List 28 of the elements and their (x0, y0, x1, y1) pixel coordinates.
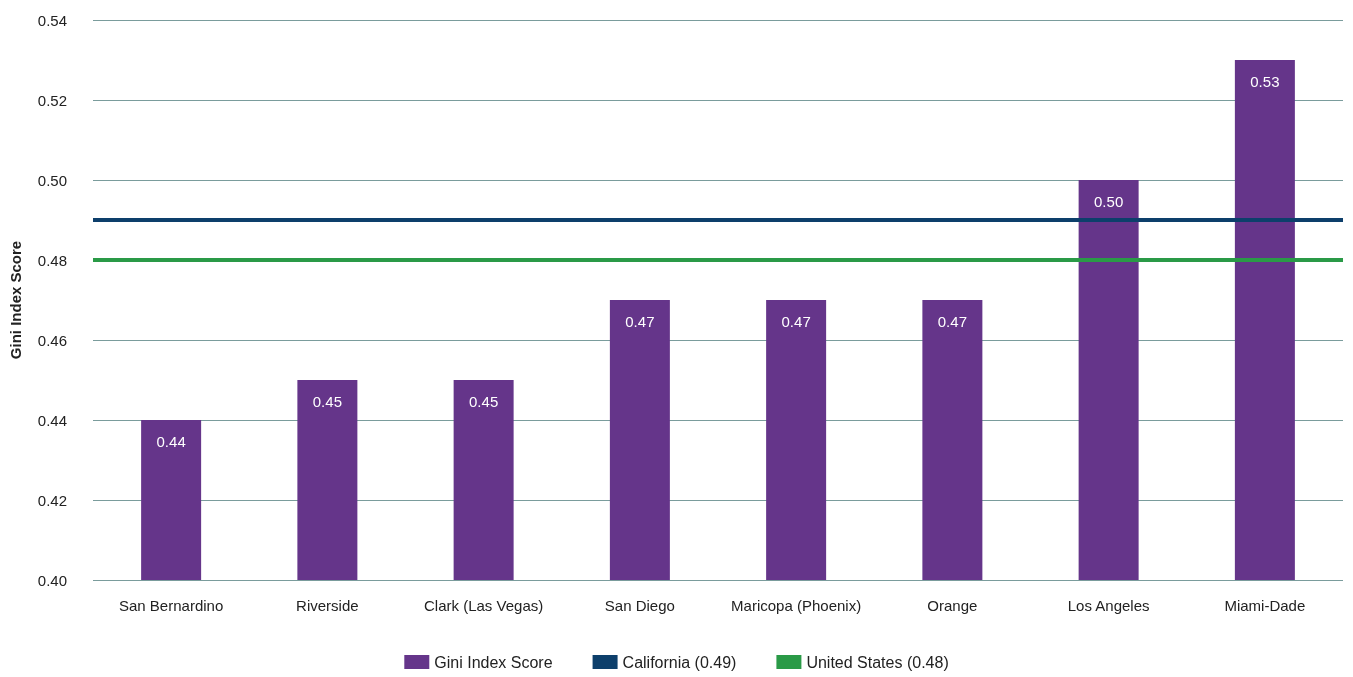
y-axis-title: Gini Index Score (7, 240, 24, 360)
y-tick-label: 0.50 (37, 171, 67, 189)
x-tick-label: San Diego (604, 597, 675, 614)
x-tick-label: Maricopa (Phoenix) (731, 597, 862, 614)
data-label: 0.53 (1250, 73, 1280, 90)
y-tick-label: 0.48 (37, 251, 67, 269)
data-label: 0.47 (937, 313, 967, 330)
x-tick-label: Clark (Las Vegas) (424, 597, 544, 614)
x-tick-label: Riverside (296, 597, 359, 614)
legend-label: California (0.49) (622, 653, 737, 671)
y-tick-label: 0.46 (37, 331, 67, 349)
data-label: 0.45 (312, 393, 342, 410)
x-tick-label: Los Angeles (1067, 597, 1150, 614)
y-tick-label: 0.42 (37, 491, 67, 509)
y-tick-label: 0.40 (37, 571, 67, 589)
data-label: 0.47 (625, 313, 655, 330)
data-label: 0.50 (1094, 193, 1124, 210)
data-label: 0.47 (781, 313, 811, 330)
x-tick-label: San Bernardino (119, 597, 224, 614)
y-tick-label: 0.44 (37, 411, 67, 429)
x-tick-label: Orange (927, 597, 978, 614)
legend-label: United States (0.48) (806, 653, 949, 671)
data-label: 0.45 (469, 393, 499, 410)
y-tick-label: 0.54 (37, 11, 67, 29)
legend-label: Gini Index Score (434, 653, 553, 671)
data-label: 0.44 (156, 433, 186, 450)
y-tick-label: 0.52 (37, 91, 67, 109)
x-tick-label: Miami-Dade (1224, 597, 1306, 614)
